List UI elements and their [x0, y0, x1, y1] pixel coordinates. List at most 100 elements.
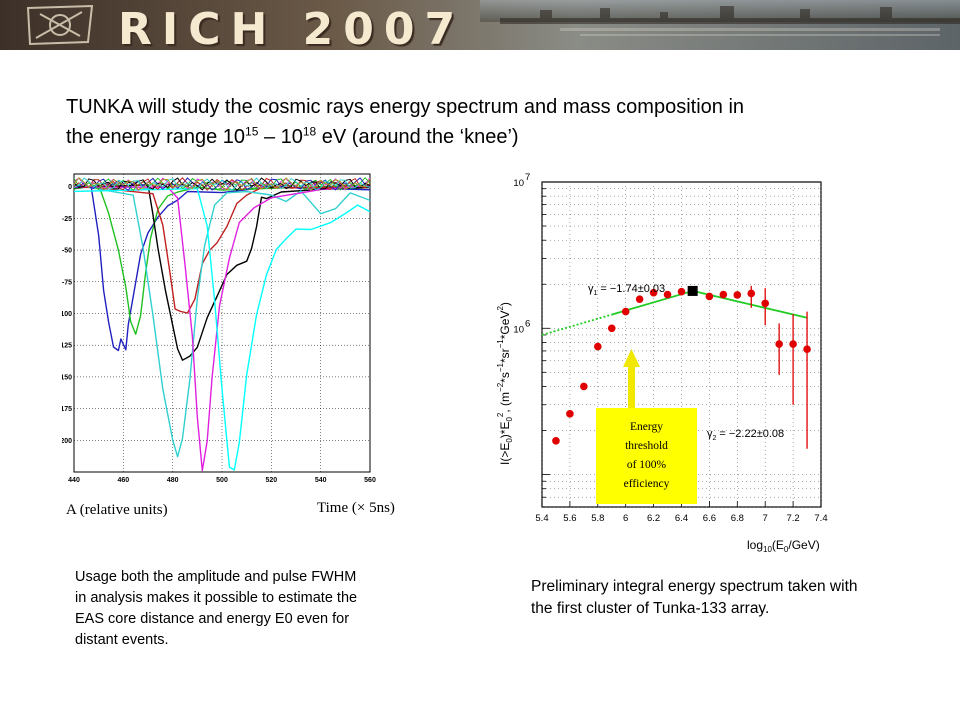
heading-line-2: the energy range 1015 – 1018 eV (around … — [66, 122, 926, 152]
left-ylabel: A (relative units) — [66, 502, 168, 518]
slide-heading: TUNKA will study the cosmic rays energy … — [66, 92, 926, 152]
data-point — [719, 290, 728, 299]
knee-marker — [687, 285, 698, 296]
left-tick-labels: 440 460 480 500 520 540 560 0 -25 -50 -75 -100 -125 -… — [62, 184, 376, 484]
right-ytick: 10 — [513, 324, 524, 335]
threshold-box — [596, 408, 697, 504]
left-xtick: 500 — [216, 477, 228, 484]
right-xtick: 6 — [623, 513, 628, 524]
banner-title: RICH 2007 — [118, 4, 466, 50]
threshold-line-1: Energy — [630, 421, 663, 433]
left-ytick: -25 — [62, 216, 72, 223]
threshold-line-4: efficiency — [624, 478, 670, 490]
left-series-2 — [73, 184, 371, 361]
gamma1-annotation: γ1 = −1.74±0.03 — [588, 283, 665, 297]
left-series-5 — [74, 184, 371, 472]
baseline-trace-5 — [73, 177, 371, 192]
data-point — [677, 287, 686, 296]
left-xtick: 520 — [265, 477, 277, 484]
heading-text-a: the energy range 10 — [66, 126, 246, 148]
right-xtick: 6.6 — [703, 513, 716, 524]
data-point — [789, 340, 797, 348]
data-point — [649, 288, 658, 297]
left-series-0 — [73, 186, 371, 352]
right-ylabel: I(>E0)*E02, (m−2*s−1*sr−1*GeV2) — [496, 302, 514, 465]
right-xtick: 5.4 — [535, 513, 548, 524]
left-ytick: -100 — [62, 311, 72, 318]
right-xtick: 5.8 — [591, 513, 604, 524]
right-ytick: 10 — [513, 178, 524, 189]
left-ytick: -200 — [62, 438, 72, 445]
right-caption: Preliminary integral energy spectrum tak… — [531, 578, 858, 617]
left-xlabel: Time (× 5ns) — [317, 500, 395, 516]
data-point — [607, 324, 616, 333]
left-ytick: -125 — [62, 343, 72, 350]
left-series-1 — [73, 184, 371, 335]
data-point — [775, 340, 783, 348]
data-point — [705, 292, 714, 301]
right-xtick: 6.8 — [731, 513, 744, 524]
fit-line-1-extrapolated — [541, 313, 613, 336]
heading-text-b: – 10 — [258, 126, 303, 148]
left-plot-frame — [73, 173, 371, 473]
right-xtick: 7 — [763, 513, 768, 524]
right-xtick: 7.2 — [786, 513, 799, 524]
right-ytick-exp: 7 — [525, 172, 530, 183]
left-ytick: -50 — [62, 248, 72, 255]
data-point — [594, 342, 602, 351]
left-series-4 — [73, 184, 371, 458]
threshold-line-2: threshold — [625, 440, 668, 452]
left-series-6 — [73, 187, 371, 471]
left-xtick: 440 — [68, 477, 80, 484]
gamma2-annotation: γ2 = −2.22±0.08 — [707, 428, 784, 442]
data-point — [761, 299, 769, 308]
left-xtick: 460 — [117, 477, 129, 484]
pulse-waveform-chart: 440 460 480 500 520 540 560 0 -25 -50 -75 -100 -125 -… — [62, 173, 395, 518]
header-banner: RICH 2007 — [0, 0, 960, 50]
gamma2-symbol: γ — [707, 428, 713, 440]
left-caption: Usage both the amplitude and pulse FWHM … — [75, 569, 358, 648]
threshold-line-3: of 100% — [627, 459, 667, 471]
data-point — [580, 382, 588, 391]
heading-line-1: TUNKA will study the cosmic rays energy … — [66, 96, 745, 118]
left-xtick: 480 — [167, 477, 179, 484]
baseline-trace-1 — [73, 177, 371, 192]
heading-text-c: eV (around the ‘knee’) — [316, 126, 519, 148]
data-point — [747, 289, 756, 298]
right-xtick: 7.4 — [814, 513, 827, 524]
right-xlabel: log10(E0/GeV) — [747, 538, 820, 554]
gamma1-symbol: γ — [588, 283, 594, 295]
heading-exp-1: 15 — [245, 124, 259, 139]
data-point — [635, 295, 644, 304]
heading-exp-2: 18 — [302, 124, 317, 139]
right-grid — [541, 182, 822, 508]
data-point — [552, 437, 560, 445]
data-points — [552, 285, 811, 449]
data-point — [733, 291, 742, 299]
left-ytick: -75 — [62, 279, 72, 286]
threshold-arrow — [623, 349, 640, 408]
data-point — [621, 307, 630, 316]
data-point — [566, 410, 574, 418]
left-ytick: -175 — [62, 406, 72, 413]
logo-mark — [26, 4, 94, 46]
banner-background — [0, 0, 960, 50]
data-point — [663, 290, 672, 299]
left-ytick: 0 — [68, 184, 72, 191]
right-xtick: 5.6 — [563, 513, 576, 524]
right-xtick: 6.4 — [675, 513, 688, 524]
data-point — [803, 345, 811, 353]
gamma2-value: = −2.22±0.08 — [719, 428, 784, 440]
gamma2-subscript: 2 — [713, 435, 717, 442]
left-xtick: 560 — [364, 477, 376, 484]
gamma1-value: = −1.74±0.03 — [600, 283, 665, 295]
left-ytick: -150 — [62, 374, 72, 381]
right-xtick: 6.2 — [647, 513, 660, 524]
left-xtick: 540 — [315, 477, 327, 484]
gamma1-subscript: 1 — [594, 290, 598, 297]
left-series-group — [73, 177, 371, 472]
right-ytick-exp: 6 — [525, 318, 530, 329]
baseline-trace-6 — [73, 177, 371, 191]
